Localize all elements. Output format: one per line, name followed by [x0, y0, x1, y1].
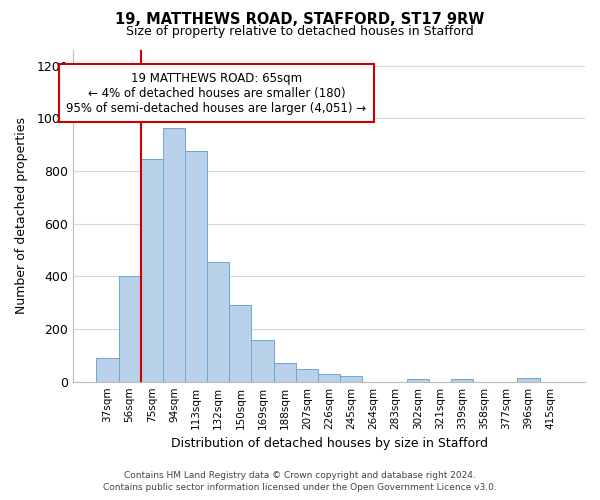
Bar	[340, 376, 362, 382]
Bar	[119, 276, 140, 382]
Text: Contains HM Land Registry data © Crown copyright and database right 2024.
Contai: Contains HM Land Registry data © Crown c…	[103, 471, 497, 492]
Bar	[207, 262, 229, 382]
Bar	[318, 374, 340, 382]
Text: 19, MATTHEWS ROAD, STAFFORD, ST17 9RW: 19, MATTHEWS ROAD, STAFFORD, ST17 9RW	[115, 12, 485, 28]
X-axis label: Distribution of detached houses by size in Stafford: Distribution of detached houses by size …	[170, 437, 488, 450]
Bar	[229, 306, 251, 382]
Bar	[407, 379, 429, 382]
Bar	[140, 159, 163, 382]
Bar	[451, 379, 473, 382]
Text: Size of property relative to detached houses in Stafford: Size of property relative to detached ho…	[126, 25, 474, 38]
Bar	[163, 128, 185, 382]
Text: 19 MATTHEWS ROAD: 65sqm
← 4% of detached houses are smaller (180)
95% of semi-de: 19 MATTHEWS ROAD: 65sqm ← 4% of detached…	[67, 72, 367, 114]
Bar	[185, 152, 207, 382]
Bar	[517, 378, 539, 382]
Bar	[251, 340, 274, 382]
Y-axis label: Number of detached properties: Number of detached properties	[15, 118, 28, 314]
Bar	[274, 364, 296, 382]
Bar	[296, 368, 318, 382]
Bar	[97, 358, 119, 382]
